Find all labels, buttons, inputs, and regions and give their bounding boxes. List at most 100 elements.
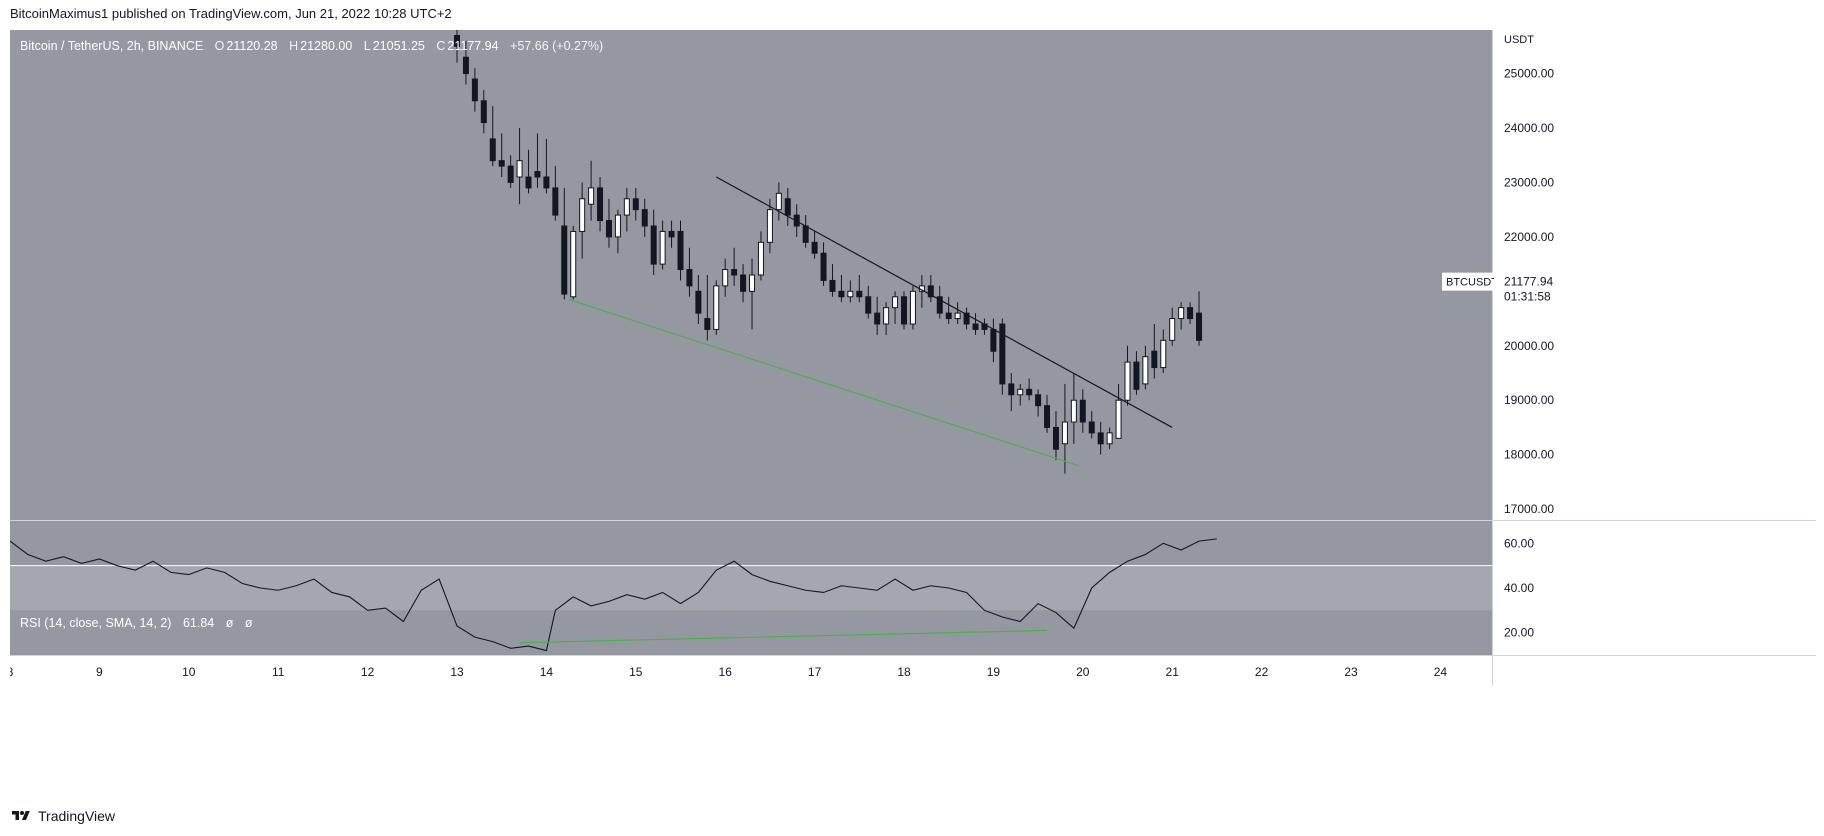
- candle-bull: [614, 214, 621, 238]
- candle-bull: [1169, 318, 1176, 341]
- candle-bear: [480, 100, 487, 124]
- candle-bear: [820, 252, 827, 281]
- candle-bear: [936, 296, 943, 314]
- candle-bear: [543, 176, 550, 189]
- price-tag-value: 21177.94: [1504, 275, 1553, 289]
- candle-bear: [731, 269, 738, 276]
- footer-brand[interactable]: TradingView: [38, 808, 116, 824]
- time-tick-label: 12: [361, 665, 375, 679]
- price-tick-label: 20000.00: [1504, 339, 1554, 353]
- candle-bear: [1052, 426, 1059, 450]
- candle-bull: [1142, 356, 1149, 385]
- footer: TradingView: [10, 808, 115, 824]
- candle-bear: [534, 171, 541, 178]
- time-tick-label: 16: [719, 665, 733, 679]
- candle-bear: [525, 176, 532, 189]
- candle-bear: [856, 290, 863, 298]
- candle-bear: [686, 269, 693, 287]
- time-tick-label: 10: [182, 665, 196, 679]
- candle-bear: [498, 160, 505, 167]
- candle-bear: [802, 225, 809, 243]
- time-tick-label: 22: [1255, 665, 1269, 679]
- candle-bull: [570, 230, 577, 298]
- time-tick-label: 17: [808, 665, 822, 679]
- support-trendline: [568, 298, 1079, 467]
- price-axis-unit: USDT: [1504, 34, 1534, 46]
- publish-header: BitcoinMaximus1 published on TradingView…: [10, 6, 452, 21]
- candle-bull: [1124, 361, 1131, 401]
- legend-low: 21051.25: [372, 39, 425, 53]
- symbol-tag-bg: [1442, 272, 1500, 291]
- candle-bear: [605, 220, 612, 238]
- time-tick-label: 18: [897, 665, 911, 679]
- candle-bear: [454, 34, 460, 47]
- legend-close-label: C: [436, 39, 446, 53]
- candle-bear: [999, 323, 1006, 385]
- legend-close: 21177.94: [447, 39, 499, 53]
- price-tick-label: 18000.00: [1504, 448, 1554, 462]
- time-tick-label: 11: [272, 665, 285, 679]
- candle-bear: [704, 318, 711, 330]
- candle-bull: [623, 198, 630, 216]
- candle-bear: [1026, 388, 1033, 396]
- rsi-line: [10, 538, 1217, 652]
- candle-bull: [909, 290, 916, 325]
- candle-bear: [489, 138, 496, 162]
- candle-bull: [588, 187, 595, 205]
- candle-bear: [471, 78, 478, 102]
- time-tick-label: 20: [1076, 665, 1090, 679]
- candle-bear: [462, 56, 469, 75]
- price-tick-label: 25000.00: [1504, 67, 1554, 81]
- chart-svg[interactable]: USDT25000.0024000.0023000.0022000.002100…: [10, 30, 1816, 802]
- legend-symbol[interactable]: Bitcoin / TetherUS, 2h, BINANCE: [20, 39, 204, 53]
- candle-bear: [507, 165, 514, 183]
- candle-bear: [945, 312, 952, 320]
- price-legend: Bitcoin / TetherUS, 2h, BINANCE O 21120.2…: [20, 39, 603, 53]
- price-tick-label: 17000.00: [1504, 502, 1554, 516]
- tradingview-logo-icon[interactable]: [10, 809, 32, 823]
- candle-bear: [695, 290, 702, 314]
- candle-bull: [713, 285, 720, 330]
- candle-bear: [963, 312, 970, 325]
- time-tick-label: 15: [629, 665, 643, 679]
- rsi-na-1: ø: [225, 616, 234, 630]
- candle-bear: [811, 241, 818, 254]
- candle-bull: [1061, 421, 1068, 445]
- candle-bull: [847, 290, 854, 298]
- candle-bear: [1196, 312, 1203, 341]
- candle-bear: [927, 285, 934, 298]
- candle-bull: [954, 312, 961, 320]
- candle-bear: [1035, 394, 1042, 407]
- time-tick-label: 14: [540, 665, 554, 679]
- candle-bull: [749, 274, 756, 292]
- candle-bull: [1070, 399, 1077, 423]
- candle-bear: [552, 187, 559, 216]
- candle-bear: [1044, 405, 1051, 428]
- candle-bear: [1008, 383, 1015, 396]
- candle-bear: [632, 198, 639, 211]
- candle-bull: [883, 307, 890, 325]
- time-tick-label: 21: [1166, 665, 1180, 679]
- price-tag-countdown: 01:31:58: [1504, 290, 1551, 304]
- rsi-divergence-trendline: [519, 629, 1048, 644]
- rsi-tick-label: 40.00: [1504, 581, 1534, 595]
- candle-bull: [892, 296, 899, 309]
- candle-bull: [1115, 399, 1122, 439]
- candle-bear: [1088, 421, 1095, 434]
- resistance-trendline: [715, 176, 1173, 428]
- price-tick-label: 24000.00: [1504, 121, 1554, 135]
- candle-bear: [1133, 361, 1140, 390]
- candle-bull: [1160, 339, 1167, 369]
- rsi-band: [10, 565, 1492, 611]
- legend-high: 21280.00: [300, 39, 353, 53]
- rsi-tick-label: 20.00: [1504, 626, 1534, 640]
- rsi-label[interactable]: RSI (14, close, SMA, 14, 2): [20, 616, 172, 630]
- candle-bull: [1017, 388, 1024, 396]
- candle-bear: [597, 187, 604, 222]
- candle-bear: [784, 198, 791, 216]
- candle-bear: [650, 225, 657, 265]
- symbol-tag-label: BTCUSDT: [1446, 277, 1498, 289]
- legend-open: 21120.28: [226, 39, 278, 53]
- rsi-tick-label: 60.00: [1504, 536, 1534, 550]
- legend-high-label: H: [289, 39, 299, 53]
